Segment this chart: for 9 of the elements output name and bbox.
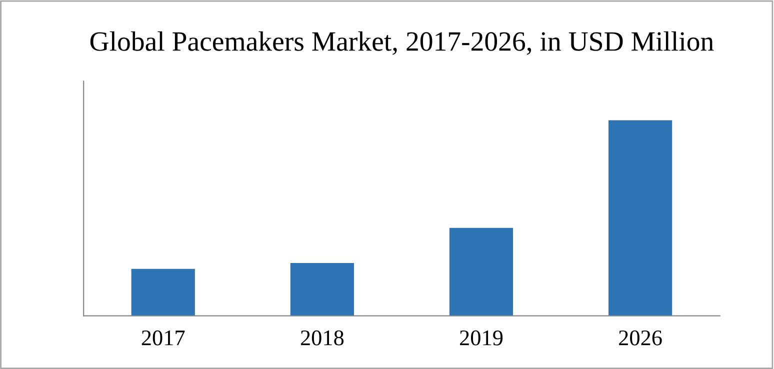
bar (290, 263, 354, 316)
bar (449, 228, 514, 316)
x-tick-label: 2018 (300, 330, 344, 346)
bar (608, 120, 672, 316)
x-tick-label: 2026 (619, 330, 662, 346)
x-tick-label: 2019 (460, 330, 503, 346)
chart-title: Global Pacemakers Market, 2017-2026, in USD Million (90, 31, 714, 55)
bar (131, 268, 195, 316)
x-tick-label: 2017 (142, 330, 185, 346)
